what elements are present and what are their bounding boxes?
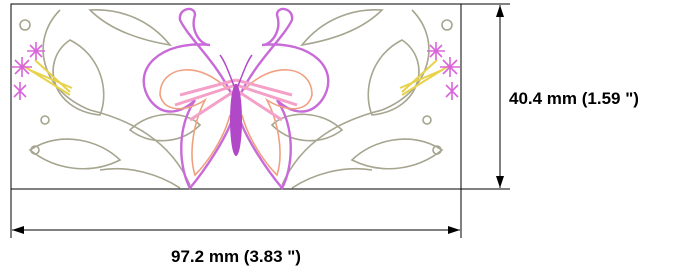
height-dimension: 40.4 mm (1.59 ") bbox=[461, 4, 639, 189]
embroidery-design bbox=[11, 4, 461, 189]
arrowhead bbox=[448, 226, 460, 234]
height-label: 40.4 mm (1.59 ") bbox=[509, 89, 639, 108]
arrowhead bbox=[496, 176, 504, 188]
page: {"dimensions": {"width": "97.2 mm (3.83 … bbox=[0, 0, 699, 271]
width-label: 97.2 mm (3.83 ") bbox=[171, 247, 301, 266]
arrowhead bbox=[12, 226, 24, 234]
design-preview: 40.4 mm (1.59 ") 97.2 mm (3.83 ") bbox=[0, 0, 699, 271]
body bbox=[230, 84, 242, 156]
arrowhead bbox=[496, 5, 504, 17]
width-dimension: 97.2 mm (3.83 ") bbox=[11, 189, 461, 266]
